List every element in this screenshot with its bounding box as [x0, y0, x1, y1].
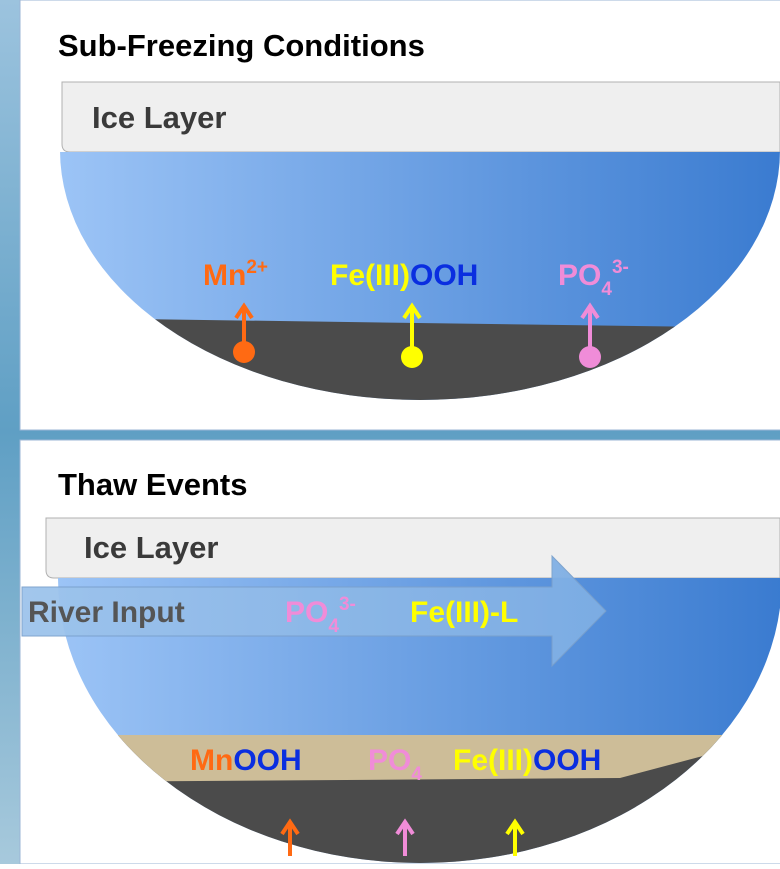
ice-label: Ice Layer: [84, 530, 218, 565]
species-label: PO4: [368, 744, 422, 785]
ice-label: Ice Layer: [92, 100, 226, 135]
panel: Thaw Events Ice Layer River Input PO43- …: [19, 439, 780, 865]
species-label: Fe(III)OOH: [330, 259, 478, 292]
species-label: Mn2+: [203, 257, 268, 292]
river-label: River Input: [28, 596, 185, 629]
species-label: MnOOH: [190, 744, 302, 777]
panel-title: Thaw Events: [58, 467, 248, 502]
species-label: Fe(III)OOH: [453, 744, 601, 777]
flux-arrows: [280, 818, 525, 856]
river-arrow: [21, 554, 607, 668]
species-label: PO43-: [285, 594, 356, 637]
panel-title: Sub-Freezing Conditions: [58, 28, 425, 63]
species-label: Fe(III)-L: [410, 596, 518, 629]
species-label: PO43-: [558, 257, 629, 300]
panel: Sub-Freezing Conditions Ice Layer Mn2+ F…: [19, 0, 780, 431]
flux-arrows: [233, 302, 601, 368]
